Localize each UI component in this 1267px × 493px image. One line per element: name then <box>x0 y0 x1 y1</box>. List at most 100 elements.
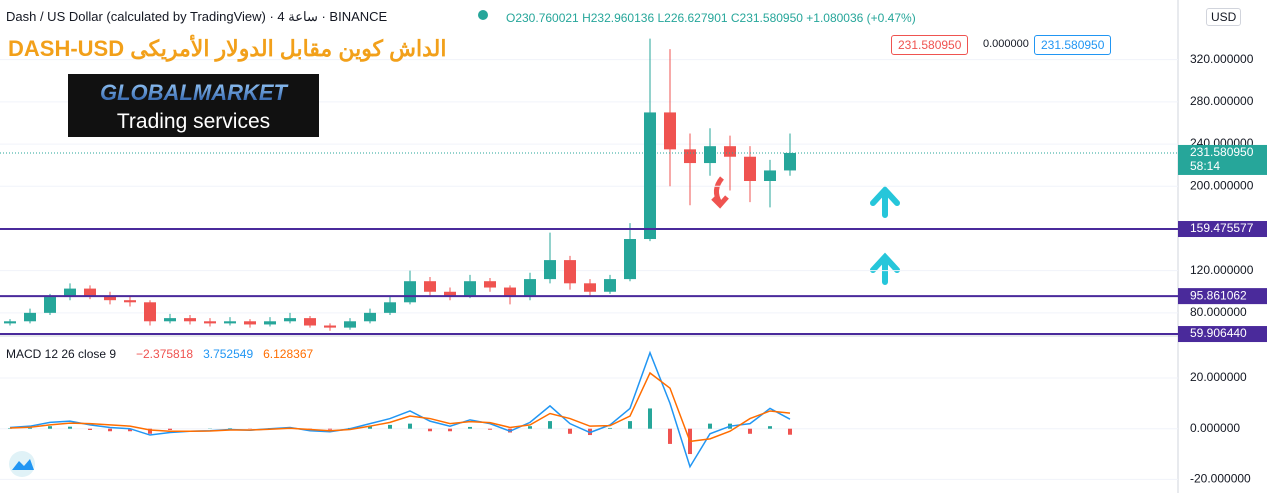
histogram-bar <box>468 426 472 429</box>
y-tick-label: 280.000000 <box>1190 94 1254 108</box>
candle-body <box>784 152 796 171</box>
level-label-box <box>1178 221 1267 238</box>
histogram-bar <box>708 423 712 429</box>
candle-body <box>404 281 416 303</box>
logo: GLOBALMARKET Trading services <box>68 74 319 137</box>
candle-body <box>464 281 476 296</box>
histogram-bar <box>368 426 372 429</box>
histogram-bar <box>448 428 452 432</box>
candle-body <box>604 279 616 292</box>
histogram-bar <box>668 428 672 444</box>
histogram-bar <box>168 428 172 430</box>
candle-body <box>704 146 716 164</box>
arrows <box>870 185 900 285</box>
y-tick-label: 200.000000 <box>1190 178 1254 192</box>
candle-body <box>624 239 636 280</box>
candle-body <box>44 297 56 313</box>
histogram-bar <box>88 428 92 430</box>
histogram-bar <box>48 426 52 429</box>
indicator-value: 3.752549 <box>203 347 253 361</box>
status-dot <box>478 10 488 20</box>
histogram-bar <box>528 426 532 429</box>
candle-body <box>304 318 316 326</box>
histogram-bar <box>228 428 232 429</box>
currency-badge[interactable]: USD <box>1206 8 1242 26</box>
macd-line <box>9 350 791 469</box>
down-arrow <box>711 176 729 209</box>
candle-body <box>744 156 756 181</box>
headline: DASH-USD الداش كوين مقابل الدولار الأمري… <box>8 36 447 61</box>
candle-body <box>504 287 516 296</box>
ohlc: O230.760021 H232.960136 L226.627901 C231… <box>506 11 916 25</box>
histogram-bar <box>608 427 612 429</box>
y-tick-label: 0.000000 <box>1190 421 1240 435</box>
candle-body <box>364 312 376 322</box>
candle-body <box>324 325 336 328</box>
indicator-value: −2.375818 <box>136 347 193 361</box>
histogram-bar <box>548 421 552 429</box>
candle-body <box>764 170 776 181</box>
candle-body <box>204 321 216 324</box>
candle-body <box>384 302 396 313</box>
indicator-title: MACD 12 26 close 9 <box>6 347 116 361</box>
candle-body <box>344 321 356 328</box>
candle-body <box>564 260 576 284</box>
histogram-bar <box>388 424 392 429</box>
candle-body <box>124 300 136 303</box>
y-tick-label: 80.000000 <box>1190 305 1247 319</box>
candle-body <box>104 295 116 301</box>
histogram-bar <box>568 428 572 434</box>
level-label-box <box>1178 326 1267 343</box>
histogram-bar <box>28 427 32 429</box>
histogram-bar <box>108 428 112 432</box>
logo-subtitle: Trading services <box>116 110 271 133</box>
candle-body <box>724 146 736 157</box>
candle-body <box>684 149 696 164</box>
last-price-box <box>1178 144 1267 175</box>
candle-body <box>544 260 556 280</box>
candle-body <box>4 321 16 324</box>
histogram-bar <box>328 428 332 430</box>
countdown: 58:14 <box>1190 159 1220 173</box>
candle-body <box>644 112 656 240</box>
histogram-bar <box>488 428 492 430</box>
candle-body <box>484 281 496 288</box>
tv-logo-mark <box>12 459 34 470</box>
candle-body <box>284 318 296 322</box>
histogram-bar <box>148 428 152 434</box>
histogram-bar <box>768 426 772 429</box>
y-tick-label: 120.000000 <box>1190 263 1254 277</box>
level-label: 159.475577 <box>1190 221 1254 235</box>
candle-body <box>84 288 96 296</box>
symbol-title: Dash / US Dollar (calculated by TradingV… <box>6 9 388 24</box>
macd-line <box>9 371 791 443</box>
sell-price[interactable]: 231.580950 <box>891 35 969 55</box>
buy-price[interactable]: 231.580950 <box>1034 35 1112 55</box>
candle-body <box>224 321 236 324</box>
histogram-bar <box>428 428 432 432</box>
y-tick-label: -20.000000 <box>1190 472 1251 486</box>
level-label-box <box>1178 288 1267 305</box>
logo-title: GLOBALMARKET <box>72 80 315 106</box>
histogram-bar <box>648 408 652 429</box>
level-label: 95.861062 <box>1190 288 1247 302</box>
candle-body <box>244 321 256 325</box>
y-tick-label: 320.000000 <box>1190 52 1254 66</box>
y-tick-label: 20.000000 <box>1190 370 1247 384</box>
indicator-value: 6.128367 <box>263 347 313 361</box>
candle-body <box>164 318 176 322</box>
level-label: 59.906440 <box>1190 326 1247 340</box>
candle-body <box>524 279 536 296</box>
histogram-bar <box>68 426 72 429</box>
histogram-bar <box>748 428 752 434</box>
histogram-bar <box>128 428 132 432</box>
histogram-bar <box>628 421 632 429</box>
candle-body <box>184 318 196 322</box>
candle-body <box>144 302 156 322</box>
candle-body <box>24 312 36 322</box>
candle-body <box>264 321 276 325</box>
spread: 0.000000 <box>983 38 1029 50</box>
histogram-bar <box>408 423 412 429</box>
